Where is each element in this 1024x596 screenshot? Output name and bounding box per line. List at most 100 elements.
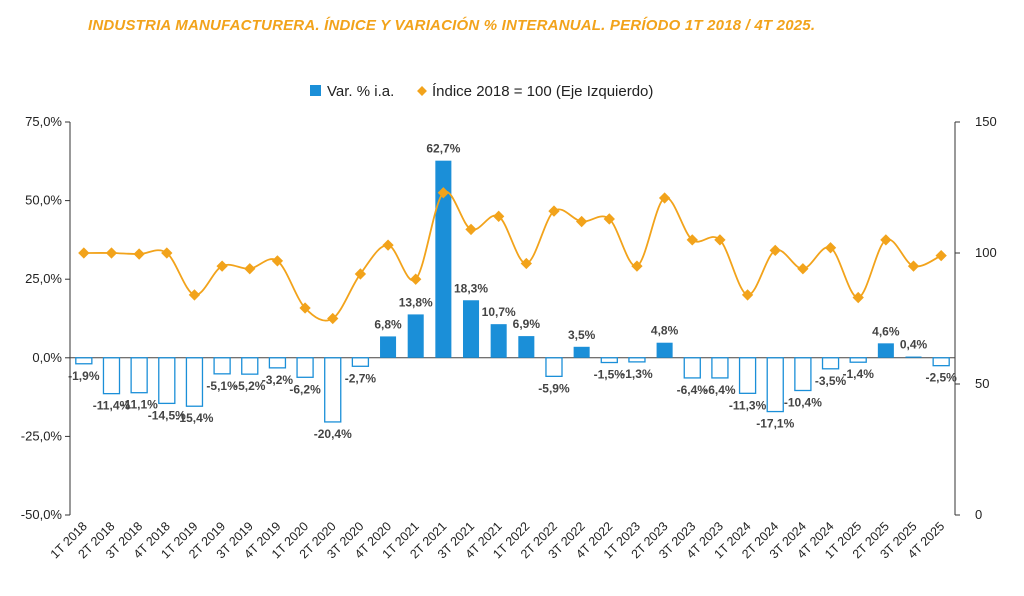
index-marker	[880, 234, 892, 246]
bar-negative	[600, 357, 618, 364]
bar-data-label: 18,3%	[454, 281, 488, 295]
legend-bar-swatch	[310, 85, 321, 96]
data-labels: -1,9%-11,4%-11,1%-14,5%-15,4%-5,1%-5,2%-…	[68, 142, 957, 441]
bar-negative	[738, 357, 757, 394]
index-marker	[714, 234, 726, 246]
left-axis-tick-label: 25,0%	[25, 271, 62, 286]
legend: Var. % i.a. Índice 2018 = 100 (Eje Izquie…	[310, 83, 653, 100]
bar-positive	[877, 343, 894, 358]
bar-positive	[407, 314, 424, 358]
bar-negative	[849, 357, 867, 363]
index-marker	[216, 260, 228, 272]
index-marker	[327, 312, 339, 325]
bar-positive	[490, 324, 507, 358]
bar-data-label: -17,1%	[756, 417, 794, 431]
legend-line-label: Índice 2018 = 100 (Eje Izquierdo)	[432, 83, 653, 100]
axes: -50,0% -25,0% 0,0% 25,0% 50,0% 75,0% 0 50 100 150	[21, 114, 997, 522]
bar-positive	[518, 336, 535, 358]
index-marker	[797, 263, 809, 275]
bar-negative	[794, 357, 812, 392]
index-marker	[105, 247, 118, 259]
index-marker	[603, 213, 615, 225]
bar-negative	[102, 357, 121, 395]
bar-negative	[130, 357, 148, 394]
index-marker	[188, 289, 201, 301]
right-axis-tick-label: 100	[975, 245, 997, 260]
left-axis-tick-label: -25,0%	[21, 428, 63, 443]
right-axis-tick-label: 0	[975, 507, 982, 522]
index-marker	[410, 273, 422, 285]
bar-negative	[628, 357, 646, 363]
bar-data-label: 13,8%	[399, 295, 433, 309]
bar-data-label: 62,7%	[426, 142, 460, 156]
bar-data-label: -1,9%	[68, 369, 100, 383]
index-marker	[769, 244, 781, 257]
index-marker	[741, 289, 754, 301]
bar-data-label: -5,1%	[206, 379, 238, 393]
bar-data-label: 6,8%	[374, 317, 402, 331]
index-marker	[907, 260, 920, 272]
bar-negative	[821, 357, 840, 370]
index-marker	[354, 268, 367, 280]
bar-data-label: -3,2%	[262, 373, 294, 387]
bar-negative	[324, 357, 342, 423]
index-line	[83, 190, 942, 322]
index-marker	[520, 257, 532, 270]
bar-data-label: -14,5%	[148, 408, 186, 422]
legend-line-swatch	[417, 86, 427, 96]
bar-negative	[241, 357, 259, 375]
bar-data-label: -11,3%	[729, 398, 767, 412]
bar-data-label: -1,5%	[594, 368, 626, 382]
index-marker	[78, 247, 90, 259]
bar-negative	[545, 357, 563, 377]
bar-data-label: 10,7%	[482, 305, 516, 319]
bar-negative	[268, 357, 287, 369]
bar-data-label: -5,2%	[234, 379, 266, 393]
right-axis-tick-label: 50	[975, 376, 989, 391]
bar-negative	[75, 357, 93, 365]
bar-negative	[766, 357, 784, 413]
bar-negative	[683, 357, 701, 379]
bar-positive	[435, 160, 452, 358]
bar-data-label: -6,2%	[289, 382, 321, 396]
bar-series	[75, 160, 950, 423]
left-axis-tick-label: 50,0%	[25, 193, 62, 208]
left-axis-tick-label: 75,0%	[25, 114, 62, 129]
index-marker	[244, 263, 256, 275]
bar-data-label: -1,3%	[621, 367, 653, 381]
bar-positive	[462, 300, 480, 358]
index-marker	[493, 210, 505, 222]
index-marker	[824, 242, 837, 254]
bar-data-label: -5,9%	[538, 381, 570, 395]
bar-data-label: -20,4%	[314, 427, 352, 441]
bar-data-label: -2,7%	[345, 371, 377, 385]
index-marker	[686, 234, 698, 246]
index-marker	[548, 205, 560, 217]
line-series	[78, 187, 947, 325]
bar-positive	[380, 336, 397, 358]
index-marker	[382, 239, 394, 251]
bar-data-label: -3,5%	[815, 374, 847, 388]
index-marker	[852, 291, 864, 304]
index-marker	[271, 255, 284, 267]
bar-data-label: 6,9%	[513, 317, 541, 331]
chart-title: INDUSTRIA MANUFACTURERA. ÍNDICE Y VARIAC…	[88, 17, 816, 34]
bar-data-label: -2,5%	[925, 371, 957, 385]
bar-data-label: -11,1%	[120, 398, 158, 412]
index-marker	[437, 187, 450, 199]
bar-negative	[158, 357, 176, 405]
bar-data-label: -10,4%	[784, 395, 822, 409]
bar-data-label: 4,6%	[872, 324, 900, 338]
bar-data-label: 3,5%	[568, 328, 596, 342]
bar-data-label: 0,4%	[900, 338, 928, 352]
bar-data-label: -6,4%	[704, 383, 736, 397]
index-marker	[133, 248, 145, 260]
bar-negative	[711, 357, 729, 379]
left-axis-tick-label: 0,0%	[32, 350, 62, 365]
index-marker	[161, 247, 173, 259]
bar-negative	[185, 357, 204, 407]
index-marker	[575, 215, 588, 228]
bar-negative	[213, 357, 231, 375]
